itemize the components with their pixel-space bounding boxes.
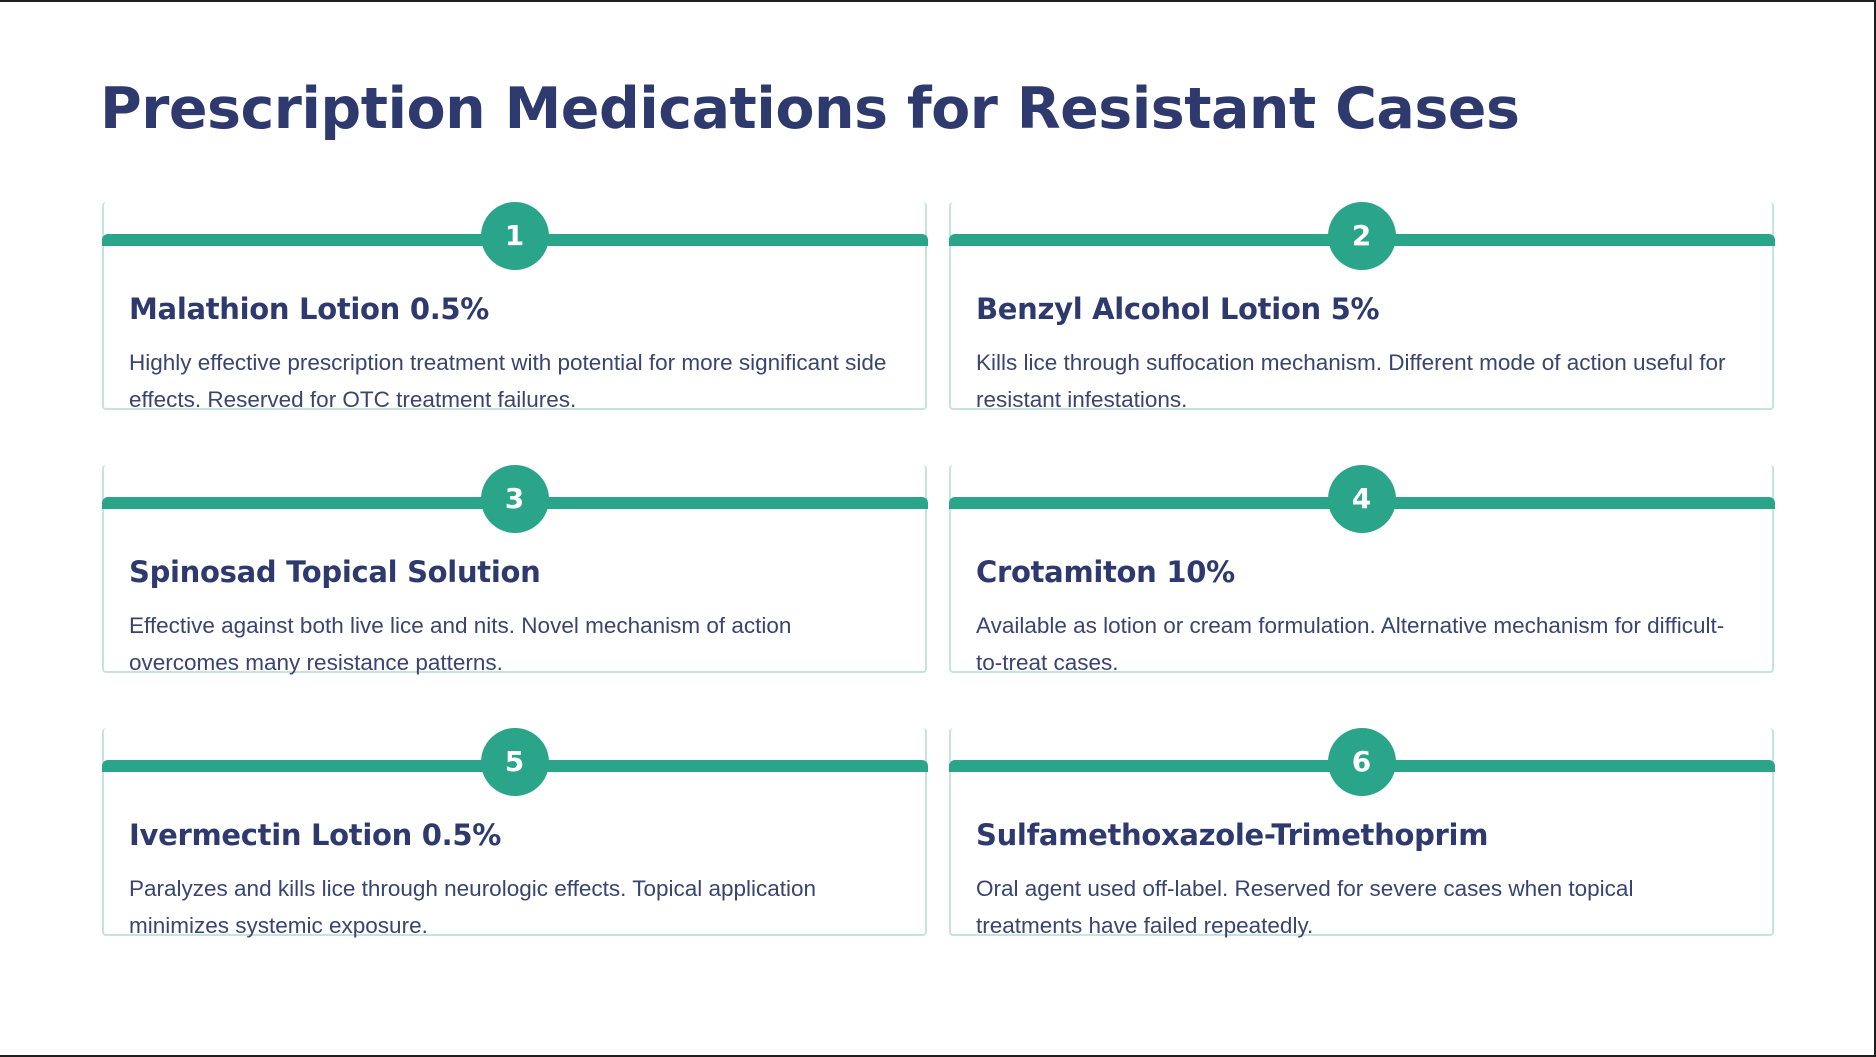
card-title: Benzyl Alcohol Lotion 5% bbox=[976, 292, 1380, 326]
medication-card: 4 Crotamiton 10% Available as lotion or … bbox=[948, 465, 1775, 675]
card-number-badge: 4 bbox=[1327, 465, 1396, 533]
card-title: Spinosad Topical Solution bbox=[129, 555, 541, 589]
medication-card: 5 Ivermectin Lotion 0.5% Paralyzes and k… bbox=[101, 728, 928, 938]
medication-card: 2 Benzyl Alcohol Lotion 5% Kills lice th… bbox=[948, 202, 1775, 412]
card-description: Available as lotion or cream formulation… bbox=[976, 613, 1725, 675]
card-number-badge: 2 bbox=[1327, 202, 1396, 270]
frame-right-border bbox=[1874, 0, 1876, 1057]
card-description: Paralyzes and kills lice through neurolo… bbox=[129, 876, 817, 938]
card-number-badge: 3 bbox=[480, 465, 549, 533]
medication-card: 6 Sulfamethoxazole-Trimethoprim Oral age… bbox=[948, 728, 1775, 938]
card-description: Kills lice through suffocation mechanism… bbox=[976, 350, 1726, 412]
card-title: Ivermectin Lotion 0.5% bbox=[129, 818, 501, 852]
frame-top-border bbox=[0, 0, 1876, 2]
medication-card: 3 Spinosad Topical Solution Effective ag… bbox=[101, 465, 928, 675]
card-title: Malathion Lotion 0.5% bbox=[129, 292, 490, 326]
card-title: Sulfamethoxazole-Trimethoprim bbox=[976, 818, 1489, 852]
medication-grid: 1 Malathion Lotion 0.5% Highly effective… bbox=[101, 202, 1775, 938]
card-description: Effective against both live lice and nit… bbox=[129, 613, 792, 675]
page-title: Prescription Medications for Resistant C… bbox=[100, 76, 1520, 142]
card-number-badge: 1 bbox=[480, 202, 549, 270]
card-description: Highly effective prescription treatment … bbox=[129, 350, 887, 412]
card-description: Oral agent used off-label. Reserved for … bbox=[976, 876, 1634, 938]
medication-card: 1 Malathion Lotion 0.5% Highly effective… bbox=[101, 202, 928, 412]
card-title: Crotamiton 10% bbox=[976, 555, 1235, 589]
card-number-badge: 6 bbox=[1327, 728, 1396, 796]
frame-bottom-border bbox=[0, 1055, 1876, 1057]
card-number-badge: 5 bbox=[480, 728, 549, 796]
